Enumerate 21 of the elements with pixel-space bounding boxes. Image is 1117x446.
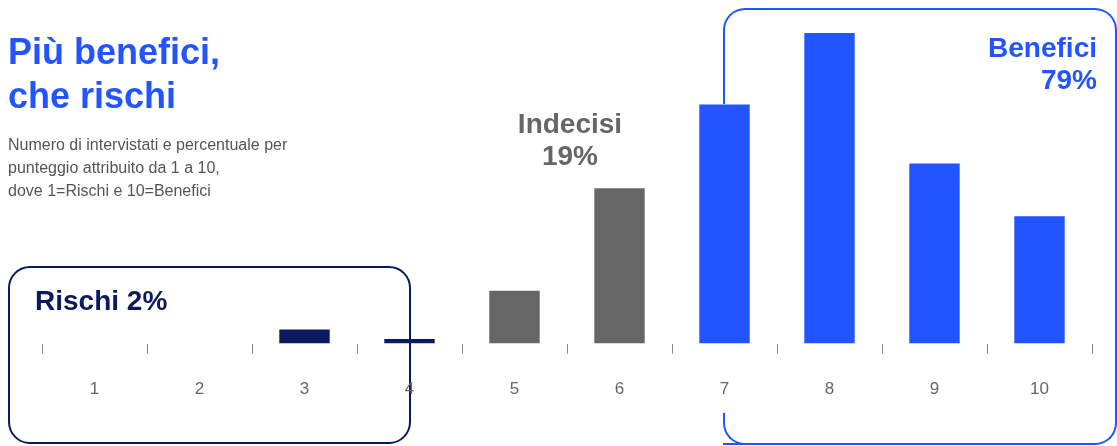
x-tick-label: 5 — [509, 379, 520, 399]
bar — [489, 290, 540, 344]
text: Più benefici, che rischi — [8, 30, 221, 118]
x-tick-label: 10 — [1030, 379, 1049, 399]
bar — [804, 33, 855, 344]
x-tick-label: 2 — [194, 379, 205, 399]
annotation: Indecisi 19% — [516, 108, 624, 172]
x-tick-label: 6 — [614, 379, 625, 399]
x-tick-label: 1 — [89, 379, 100, 399]
x-tick-label: 9 — [929, 379, 940, 399]
text: Numero di intervistati e percentuale per punteggio attribuito da 1 a 10, dove 1=Rischi e 10=Benefici — [8, 135, 288, 201]
bar — [699, 104, 750, 344]
annotation: Rischi 2% — [35, 285, 168, 317]
annotation: Benefici 79% — [988, 32, 1097, 96]
x-tick-label: 8 — [824, 379, 835, 399]
x-tick-label: 3 — [299, 379, 310, 399]
x-tick-label: 7 — [719, 379, 730, 399]
bar — [1014, 216, 1065, 344]
bar — [594, 188, 645, 344]
bar — [279, 329, 330, 344]
bar — [909, 163, 960, 344]
